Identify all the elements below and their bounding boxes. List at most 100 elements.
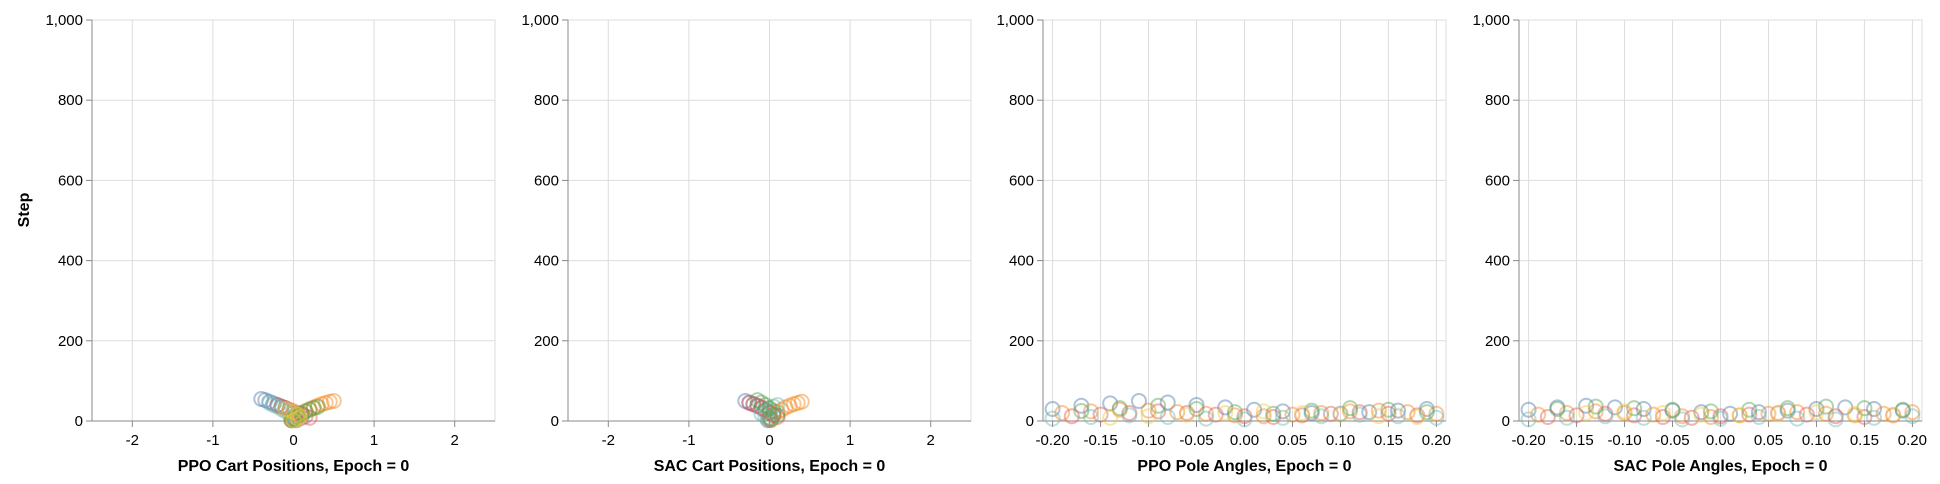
x-tick-label: -0.05 [1655, 432, 1689, 449]
data-point [1121, 407, 1138, 424]
data-point [293, 404, 310, 421]
y-tick-label: 200 [1485, 333, 1510, 350]
data-point [1188, 396, 1205, 413]
data-point [1198, 405, 1215, 422]
y-tick-label: 400 [1009, 253, 1034, 270]
data-point [769, 408, 786, 425]
data-point [741, 394, 758, 411]
data-point [1818, 405, 1835, 422]
y-tick-label: 0 [1502, 413, 1510, 430]
data-point [749, 397, 766, 414]
data-point [1904, 408, 1921, 425]
data-point [761, 409, 778, 426]
x-tick-label: 0.10 [1802, 432, 1831, 449]
x-tick-label: 2 [927, 432, 935, 449]
data-point [1731, 407, 1748, 424]
data-point [765, 398, 782, 415]
data-point [305, 400, 322, 417]
data-point [1635, 400, 1652, 417]
data-point [1265, 405, 1282, 422]
data-point [1332, 406, 1349, 423]
data-point [269, 396, 286, 413]
data-point [301, 401, 318, 418]
data-point [1390, 402, 1407, 419]
data-point [1236, 411, 1253, 428]
data-point [277, 400, 294, 417]
data-point [273, 400, 290, 417]
data-point [1226, 404, 1243, 421]
data-point [1140, 402, 1157, 419]
data-point [1894, 402, 1911, 419]
data-point [1875, 405, 1892, 422]
data-point [1770, 404, 1787, 421]
x-tick-label: 0.15 [1850, 432, 1879, 449]
data-point [1246, 401, 1263, 418]
data-point [1380, 405, 1397, 422]
data-point [757, 401, 774, 418]
data-point [265, 396, 282, 413]
x-tick-label: -0.15 [1559, 432, 1593, 449]
data-point [1894, 401, 1911, 418]
data-point [1539, 408, 1556, 425]
data-point [1616, 404, 1633, 421]
data-point [1332, 405, 1349, 422]
data-point [1207, 406, 1224, 423]
data-point [261, 394, 278, 411]
data-point [281, 402, 298, 419]
data-point [283, 412, 300, 429]
data-point [761, 411, 778, 428]
y-tick-label: 400 [534, 253, 559, 270]
data-point [283, 412, 300, 429]
data-point [765, 406, 782, 423]
data-point [297, 408, 314, 425]
data-point [1399, 404, 1416, 421]
data-point [769, 396, 786, 413]
x-tick-label: 1 [370, 432, 378, 449]
data-point [761, 404, 778, 421]
data-point [287, 410, 304, 427]
data-point [1654, 404, 1671, 421]
y-axis-title: Step [16, 192, 33, 227]
data-point [777, 399, 794, 416]
data-point [289, 407, 306, 424]
x-tick-label: 0.10 [1326, 432, 1355, 449]
data-point [1351, 406, 1368, 423]
x-tick-label: 0.20 [1422, 432, 1451, 449]
data-point [765, 406, 782, 423]
data-point [281, 402, 298, 419]
data-point [1274, 409, 1291, 426]
y-tick-label: 800 [58, 92, 83, 109]
data-point [1102, 395, 1119, 412]
data-point [273, 398, 290, 415]
x-tick-label: -1 [682, 432, 695, 449]
data-point [1054, 404, 1071, 421]
data-point [285, 404, 302, 421]
data-point [293, 405, 310, 422]
data-point [269, 398, 286, 415]
y-tick-label: 200 [534, 333, 559, 350]
data-point [285, 408, 302, 425]
data-point [289, 410, 306, 427]
data-point [1255, 408, 1272, 425]
y-tick-label: 0 [551, 413, 559, 430]
data-point [769, 404, 786, 421]
data-point [1837, 399, 1854, 416]
data-point [745, 396, 762, 413]
data-point [1274, 403, 1291, 420]
data-point [1092, 406, 1109, 423]
data-point [1818, 398, 1835, 415]
y-tick-label: 1,000 [45, 12, 83, 29]
data-point [1217, 404, 1234, 421]
data-point [1073, 397, 1090, 414]
data-point [1351, 404, 1368, 421]
data-point [741, 394, 758, 411]
data-point [297, 402, 314, 419]
data-point [1313, 408, 1330, 425]
data-point [785, 396, 802, 413]
data-point [301, 400, 318, 417]
data-point [281, 405, 298, 422]
data-point [309, 397, 326, 414]
data-point [1664, 401, 1681, 418]
data-point [1693, 404, 1710, 421]
data-point [1712, 410, 1729, 427]
